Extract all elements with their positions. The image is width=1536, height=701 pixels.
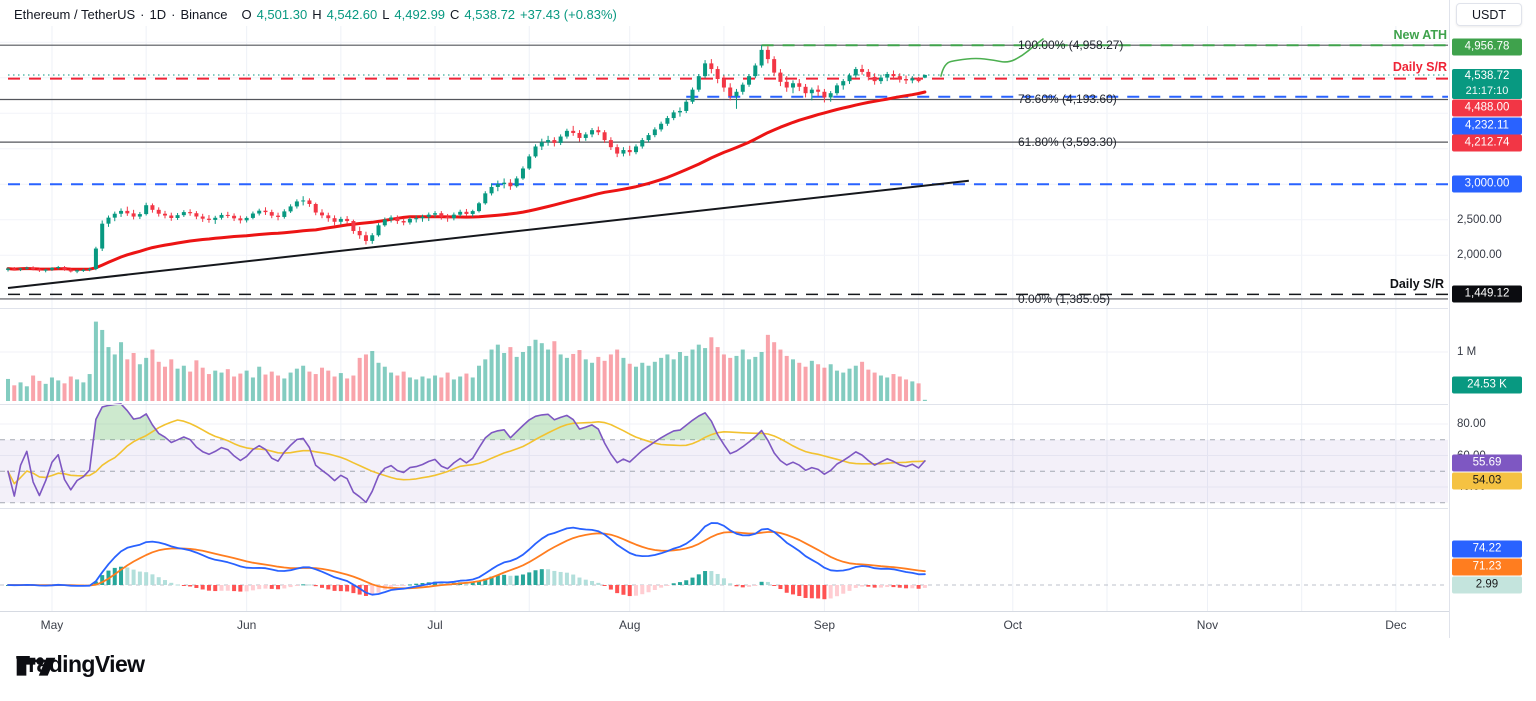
tradingview-logo[interactable]: TradingView: [16, 651, 145, 678]
open-label: O: [241, 7, 252, 22]
daily-sr-bottom-label[interactable]: Daily S/R: [1389, 277, 1444, 291]
price-tag-ath: 4,956.78: [1452, 38, 1522, 56]
price-tag-rsi_ma: 54.03: [1452, 472, 1522, 490]
time-axis-label: Jul: [427, 618, 443, 632]
price-tag-signal: 71.23: [1452, 558, 1522, 576]
chart-canvas[interactable]: [0, 0, 1536, 645]
time-axis[interactable]: May Jun Jul Aug Sep Oct Nov Dec: [0, 611, 1449, 639]
low-label: L: [382, 7, 390, 22]
price-tag-blue_4232: 4,232.11: [1452, 117, 1522, 135]
time-axis-label: Aug: [619, 618, 641, 632]
scale-label: 2,500.00: [1457, 213, 1502, 226]
close-value: 4,538.72: [464, 7, 516, 22]
symbol-legend[interactable]: Ethereum / TetherUS · 1D · Binance O 4,5…: [14, 7, 617, 22]
time-axis-label: Jun: [236, 618, 257, 632]
price-tag-macd: 74.22: [1452, 540, 1522, 558]
fib-level-label[interactable]: 78.60% (4,193.60): [1018, 92, 1117, 107]
countdown-timer: 21:17:10: [1465, 85, 1509, 97]
exchange-label: Binance: [180, 7, 228, 22]
tradingview-logo-icon: [16, 657, 56, 676]
open-value: 4,501.30: [256, 7, 308, 22]
low-value: 4,492.99: [394, 7, 446, 22]
change-value: +37.43 (+0.83%): [520, 7, 617, 22]
scale-label: 80.00: [1457, 418, 1486, 430]
price-tag-sr_bottom: 1,449.12: [1452, 285, 1522, 303]
separator: ·: [171, 7, 176, 22]
price-tag-sr_top: 4,488.00: [1452, 99, 1522, 117]
price-tag-rsi: 55.69: [1452, 454, 1522, 472]
price-tag-ma_red: 4,212.74: [1452, 134, 1522, 152]
fib-level-label[interactable]: 0.00% (1,385.05): [1018, 291, 1111, 306]
currency-toggle-button[interactable]: USDT: [1456, 3, 1522, 26]
new-ath-label[interactable]: New ATH: [1393, 28, 1447, 42]
daily-sr-top-label[interactable]: Daily S/R: [1392, 60, 1447, 74]
close-label: C: [450, 7, 460, 22]
high-label: H: [312, 7, 322, 22]
fib-level-label[interactable]: 61.80% (3,593.30): [1018, 135, 1117, 150]
time-axis-label: May: [40, 618, 64, 632]
time-axis-label: Dec: [1385, 618, 1407, 632]
time-axis-label: Oct: [1003, 618, 1023, 632]
fib-level-label[interactable]: 100.00% (4,958.27): [1018, 38, 1124, 53]
scale-label: 2,000.00: [1457, 249, 1502, 262]
time-axis-label: Sep: [813, 618, 836, 632]
time-axis-label: Nov: [1196, 618, 1219, 632]
price-tag-hist: 2.99: [1452, 576, 1522, 594]
symbol-title[interactable]: Ethereum / TetherUS: [14, 7, 136, 22]
price-tag-volume: 24.53 K: [1452, 376, 1522, 394]
separator: ·: [140, 7, 145, 22]
interval-label[interactable]: 1D: [149, 7, 167, 22]
scale-label: 1 M: [1457, 346, 1477, 358]
price-tag-blue_3000: 3,000.00: [1452, 175, 1522, 193]
price-tag-last: 4,538.72 21:17:10: [1452, 69, 1522, 99]
high-value: 4,542.60: [326, 7, 378, 22]
